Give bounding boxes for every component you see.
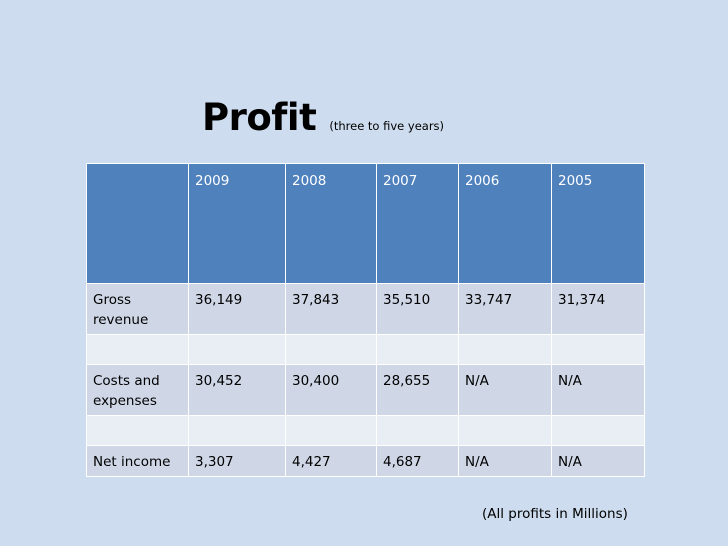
table-cell: 30,452	[188, 364, 286, 416]
table-cell	[188, 334, 286, 365]
row-label: Gross revenue	[86, 283, 189, 335]
table-header-row: 2009 2008 2007 2006 2005	[86, 163, 645, 284]
profit-table: 2009 2008 2007 2006 2005 Gross revenue 3…	[86, 163, 645, 477]
table-cell	[285, 334, 377, 365]
table-cell: 4,427	[285, 445, 377, 477]
table-cell: N/A	[458, 364, 552, 416]
table-cell: N/A	[458, 445, 552, 477]
table-cell	[458, 334, 552, 365]
header-cell	[86, 163, 189, 284]
table-row-empty	[86, 334, 645, 365]
table-cell: 37,843	[285, 283, 377, 335]
table-cell	[86, 415, 189, 446]
table-cell	[285, 415, 377, 446]
header-cell-2008: 2008	[285, 163, 377, 284]
table-cell: 28,655	[376, 364, 459, 416]
header-cell-2007: 2007	[376, 163, 459, 284]
table-cell: 3,307	[188, 445, 286, 477]
table-row-net-income: Net income 3,307 4,427 4,687 N/A N/A	[86, 445, 645, 477]
slide-title-group: Profit (three to five years)	[202, 96, 444, 146]
header-cell-2009: 2009	[188, 163, 286, 284]
table-cell: 36,149	[188, 283, 286, 335]
footnote: (All profits in Millions)	[482, 506, 628, 522]
table-cell: 31,374	[551, 283, 645, 335]
table-row-gross-revenue: Gross revenue 36,149 37,843 35,510 33,74…	[86, 283, 645, 335]
table-cell	[458, 415, 552, 446]
table-cell	[551, 334, 645, 365]
header-cell-2005: 2005	[551, 163, 645, 284]
table-row-costs-and-expenses: Costs and expenses 30,452 30,400 28,655 …	[86, 364, 645, 416]
table-cell	[86, 334, 189, 365]
header-cell-2006: 2006	[458, 163, 552, 284]
slide-title: Profit	[202, 96, 317, 139]
table-cell	[376, 415, 459, 446]
table-cell	[376, 334, 459, 365]
row-label: Net income	[86, 445, 189, 477]
table-cell: 30,400	[285, 364, 377, 416]
table-cell	[551, 415, 645, 446]
table-cell: 35,510	[376, 283, 459, 335]
row-label: Costs and expenses	[86, 364, 189, 416]
table-cell	[188, 415, 286, 446]
table-row-empty	[86, 415, 645, 446]
table-cell: 33,747	[458, 283, 552, 335]
slide-subtitle: (three to five years)	[329, 119, 445, 133]
table-cell: N/A	[551, 364, 645, 416]
table-cell: N/A	[551, 445, 645, 477]
table-cell: 4,687	[376, 445, 459, 477]
